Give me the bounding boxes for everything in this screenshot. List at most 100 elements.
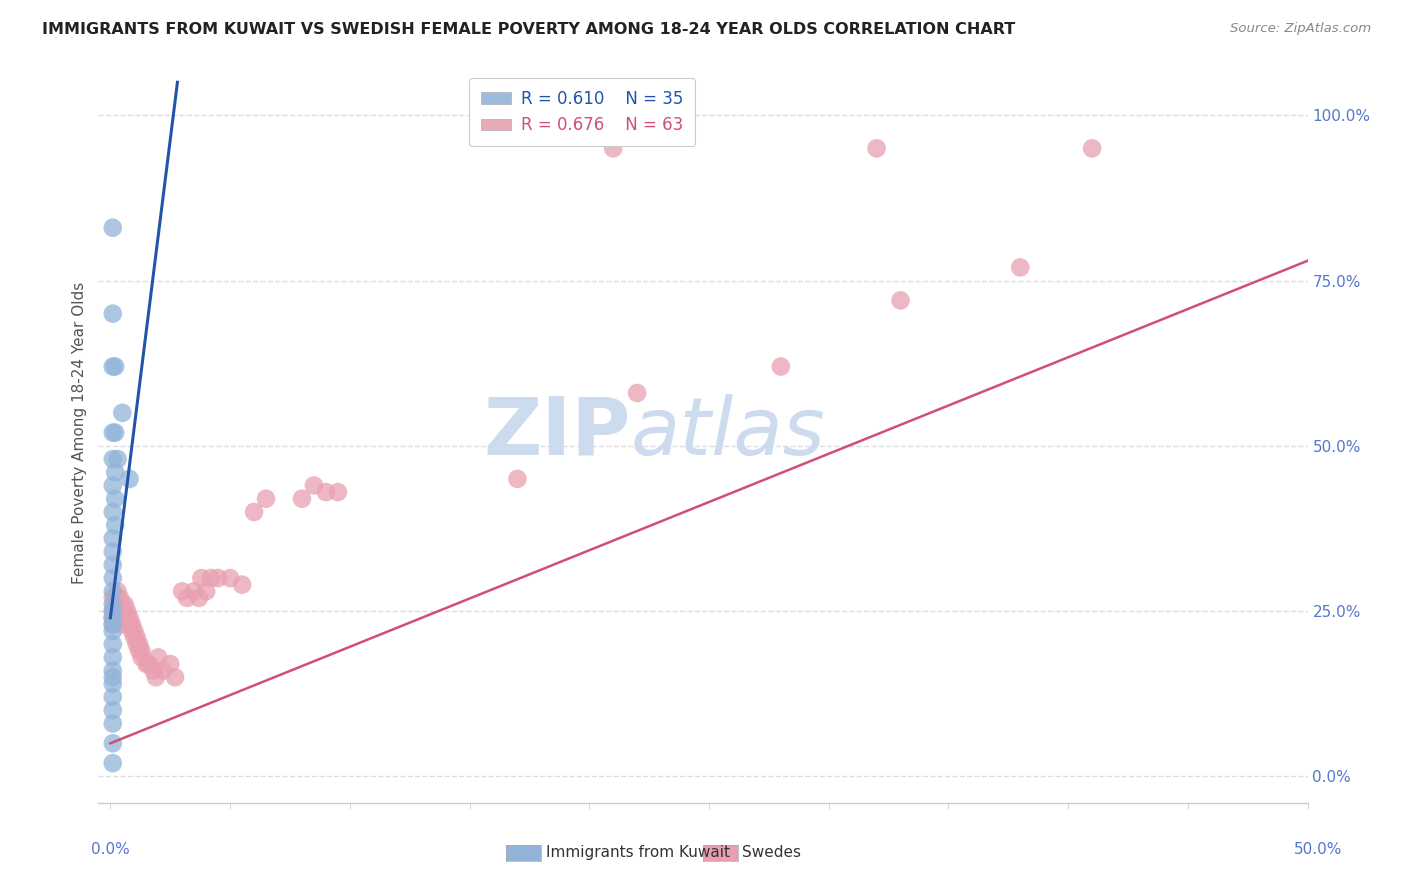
Point [101,505,124,519]
Point [128,644,150,658]
Point [172,584,194,599]
Point [111,611,134,625]
Point [107,604,129,618]
Point [114,604,136,618]
Point [101,611,124,625]
Point [101,664,124,678]
Point [101,690,124,704]
Point [200,571,222,585]
Point [291,491,314,506]
Text: 50.0%: 50.0% [1295,842,1343,856]
Point [254,491,277,506]
Point [101,544,124,558]
Point [1010,260,1032,275]
Point [104,359,127,374]
Point [115,604,138,618]
Point [104,465,127,479]
Point [101,624,124,638]
Point [326,485,349,500]
Point [104,604,127,618]
Legend: R = 0.610    N = 35, R = 0.676    N = 63: R = 0.610 N = 35, R = 0.676 N = 63 [470,78,695,146]
Point [231,577,253,591]
Point [114,598,136,612]
Point [865,141,887,155]
Point [115,611,138,625]
Text: IMMIGRANTS FROM KUWAIT VS SWEDISH FEMALE POVERTY AMONG 18-24 YEAR OLDS CORRELATI: IMMIGRANTS FROM KUWAIT VS SWEDISH FEMALE… [42,22,1015,37]
Point [101,617,124,632]
Point [243,505,266,519]
Point [118,611,141,625]
Point [131,650,153,665]
Point [101,611,124,625]
Point [104,598,127,612]
Point [101,359,124,374]
Point [125,637,148,651]
Text: atlas: atlas [630,393,825,472]
Point [111,617,134,632]
Point [101,650,124,665]
Point [1081,141,1104,155]
Point [188,591,211,605]
Point [135,657,157,671]
Point [148,650,170,665]
Point [506,472,529,486]
Point [145,670,167,684]
Point [602,141,624,155]
Point [108,591,131,605]
Y-axis label: Female Poverty Among 18-24 Year Olds: Female Poverty Among 18-24 Year Olds [72,282,87,583]
Point [101,716,124,731]
Point [176,591,198,605]
Point [159,657,181,671]
Point [101,604,124,618]
Point [101,604,124,618]
Point [104,591,127,605]
Point [142,664,165,678]
Point [101,703,124,717]
Point [101,591,124,605]
Point [101,736,124,750]
Point [104,491,127,506]
Text: 0.0%: 0.0% [91,842,131,856]
Point [101,452,124,467]
Point [101,584,124,599]
Point [107,598,129,612]
Text: ZIP: ZIP [484,393,630,472]
Point [889,293,911,308]
Point [131,644,153,658]
Point [104,518,127,533]
Point [124,631,146,645]
Text: Swedes: Swedes [742,846,801,860]
Point [121,617,143,632]
Point [101,670,124,684]
Point [118,617,141,632]
Point [101,571,124,585]
Point [101,617,124,632]
Point [195,584,218,599]
Point [219,571,242,585]
Point [183,584,205,599]
Point [107,452,129,467]
Point [128,637,150,651]
Point [207,571,229,585]
Point [121,624,143,638]
Point [124,624,146,638]
Point [111,406,134,420]
Point [101,558,124,572]
Point [138,657,160,671]
Point [101,220,124,235]
Point [101,532,124,546]
Point [302,478,325,492]
Point [125,631,148,645]
Point [104,425,127,440]
Point [101,425,124,440]
Text: Immigrants from Kuwait: Immigrants from Kuwait [546,846,730,860]
Point [101,598,124,612]
Point [626,386,648,401]
Point [101,677,124,691]
Point [108,604,131,618]
Point [111,598,134,612]
Point [101,756,124,771]
Point [101,637,124,651]
Point [769,359,792,374]
Text: Source: ZipAtlas.com: Source: ZipAtlas.com [1230,22,1371,36]
